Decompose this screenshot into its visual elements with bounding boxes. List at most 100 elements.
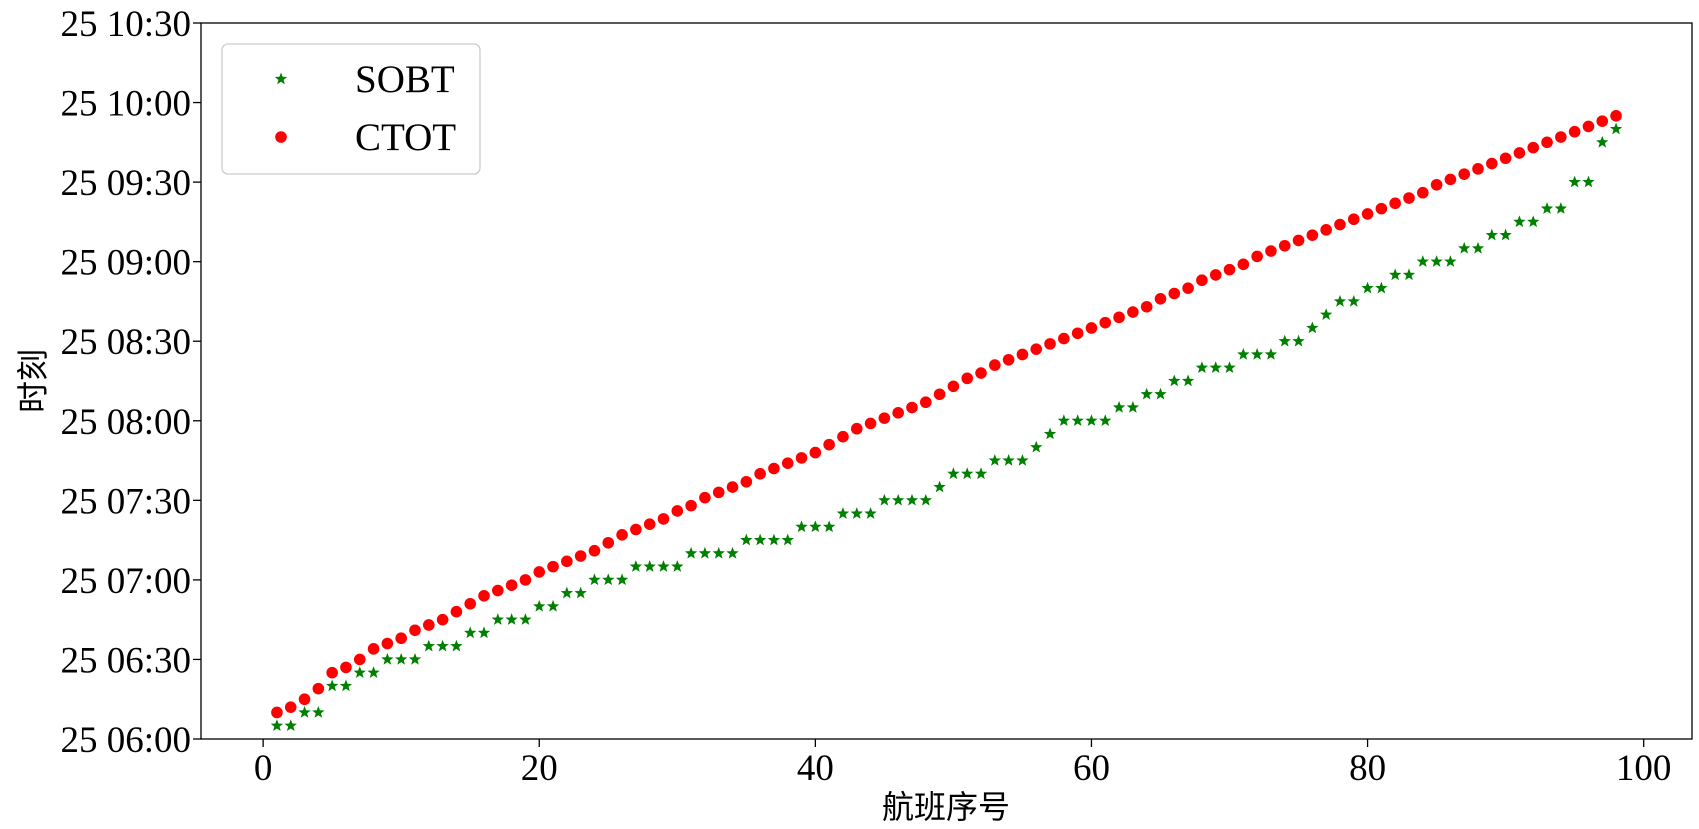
sobt-point bbox=[974, 467, 988, 480]
ctot-point bbox=[284, 701, 297, 713]
ctot-point bbox=[1044, 338, 1056, 350]
ctot-point bbox=[1306, 229, 1319, 241]
ctot-point bbox=[1030, 343, 1043, 355]
ctot-point bbox=[1555, 131, 1567, 143]
sobt-point bbox=[1499, 228, 1512, 241]
sobt-point bbox=[892, 493, 905, 506]
y-tick-label: 25 06:00 bbox=[60, 720, 191, 761]
sobt-point bbox=[1513, 215, 1526, 228]
ctot-point bbox=[754, 468, 766, 480]
sobt-point bbox=[1071, 414, 1084, 427]
sobt-point bbox=[795, 520, 808, 533]
sobt-point bbox=[1609, 122, 1623, 135]
sobt-point bbox=[1209, 361, 1222, 373]
ctot-point bbox=[1237, 258, 1250, 271]
ctot-point bbox=[1182, 282, 1194, 294]
ctot-point bbox=[1472, 163, 1484, 175]
sobt-point bbox=[1582, 175, 1595, 188]
x-tick-label: 80 bbox=[1349, 748, 1386, 789]
sobt-point bbox=[395, 652, 408, 665]
ctot-point bbox=[975, 367, 987, 379]
sobt-point bbox=[1223, 361, 1236, 373]
sobt-point bbox=[1402, 268, 1416, 281]
sobt-point bbox=[643, 560, 656, 572]
y-tick-label: 25 10:30 bbox=[60, 4, 191, 45]
sobt-point bbox=[312, 705, 325, 718]
ctot-point bbox=[1058, 332, 1070, 345]
sobt-point bbox=[1043, 427, 1057, 440]
sobt-point bbox=[1030, 440, 1043, 453]
sobt-point bbox=[1264, 347, 1278, 360]
sobt-point bbox=[284, 719, 297, 731]
ctot-point bbox=[1541, 136, 1553, 149]
y-tick-label: 25 07:30 bbox=[60, 481, 191, 522]
sobt-point bbox=[615, 573, 629, 586]
ctot-point bbox=[1016, 348, 1029, 361]
ctot-point bbox=[561, 555, 573, 568]
sobt-point bbox=[588, 573, 601, 586]
y-tick-label: 25 07:00 bbox=[60, 561, 191, 602]
sobt-point bbox=[629, 560, 643, 572]
sobt-point bbox=[919, 493, 932, 506]
sobt-point bbox=[1596, 135, 1609, 148]
sobt-point bbox=[546, 599, 560, 612]
ctot-point bbox=[1320, 224, 1332, 236]
sobt-point bbox=[1099, 414, 1112, 427]
ctot-point bbox=[837, 430, 849, 443]
sobt-point bbox=[878, 493, 891, 506]
ctot-point bbox=[519, 574, 532, 586]
ctot-point bbox=[1223, 263, 1236, 276]
ctot-point bbox=[823, 438, 835, 451]
ctot-point bbox=[367, 643, 380, 655]
ctot-point bbox=[312, 682, 325, 695]
legend-label-ctot: CTOT bbox=[355, 116, 456, 159]
sobt-point bbox=[684, 546, 698, 559]
ctot-point bbox=[1486, 157, 1498, 170]
sobt-point bbox=[698, 546, 712, 559]
sobt-point bbox=[602, 573, 615, 586]
ctot-point bbox=[1196, 274, 1208, 287]
ctot-point bbox=[464, 597, 477, 610]
sobt-point bbox=[1458, 241, 1471, 254]
sobt-point bbox=[1181, 374, 1195, 387]
ctot-point bbox=[616, 529, 628, 541]
sobt-point bbox=[1250, 347, 1264, 360]
sobt-point bbox=[1361, 281, 1374, 294]
sobt-point bbox=[1389, 268, 1402, 281]
x-tick-label: 0 bbox=[254, 748, 273, 789]
ctot-point bbox=[1209, 269, 1222, 281]
data-points bbox=[270, 110, 1623, 731]
sobt-point bbox=[781, 533, 794, 546]
sobt-point bbox=[905, 493, 919, 506]
ctot-point bbox=[1140, 300, 1153, 313]
ctot-point bbox=[1251, 250, 1263, 263]
sobt-point bbox=[740, 533, 753, 546]
sobt-point bbox=[864, 507, 877, 519]
sobt-point bbox=[822, 520, 836, 533]
ctot-point bbox=[850, 422, 863, 435]
ctot-point bbox=[422, 619, 435, 631]
legend-sobt-star-icon bbox=[274, 72, 288, 85]
sobt-point bbox=[1430, 255, 1443, 267]
ctot-point bbox=[864, 417, 877, 430]
ctot-point bbox=[1085, 322, 1098, 334]
sobt-point bbox=[1016, 454, 1029, 466]
ctot-point bbox=[1278, 239, 1291, 252]
y-tick-label: 25 09:30 bbox=[60, 163, 191, 204]
y-tick-label: 25 08:00 bbox=[60, 402, 191, 443]
sobt-point bbox=[767, 533, 781, 546]
plot-frame bbox=[200, 22, 1693, 740]
x-axis-ticks: 0 20 40 60 80 100 bbox=[254, 739, 1671, 789]
ctot-point bbox=[1610, 110, 1622, 122]
ctot-point bbox=[326, 666, 338, 679]
sobt-point bbox=[464, 626, 477, 639]
ctot-point bbox=[1444, 173, 1457, 186]
ctot-point bbox=[381, 637, 394, 650]
sobt-point bbox=[450, 639, 463, 652]
y-tick-label: 25 06:30 bbox=[60, 640, 191, 681]
ctot-point bbox=[1499, 152, 1512, 165]
legend-ctot-circle-icon bbox=[275, 131, 287, 143]
ctot-point bbox=[1002, 353, 1015, 366]
sobt-point bbox=[1319, 308, 1333, 320]
ctot-point bbox=[768, 462, 780, 475]
